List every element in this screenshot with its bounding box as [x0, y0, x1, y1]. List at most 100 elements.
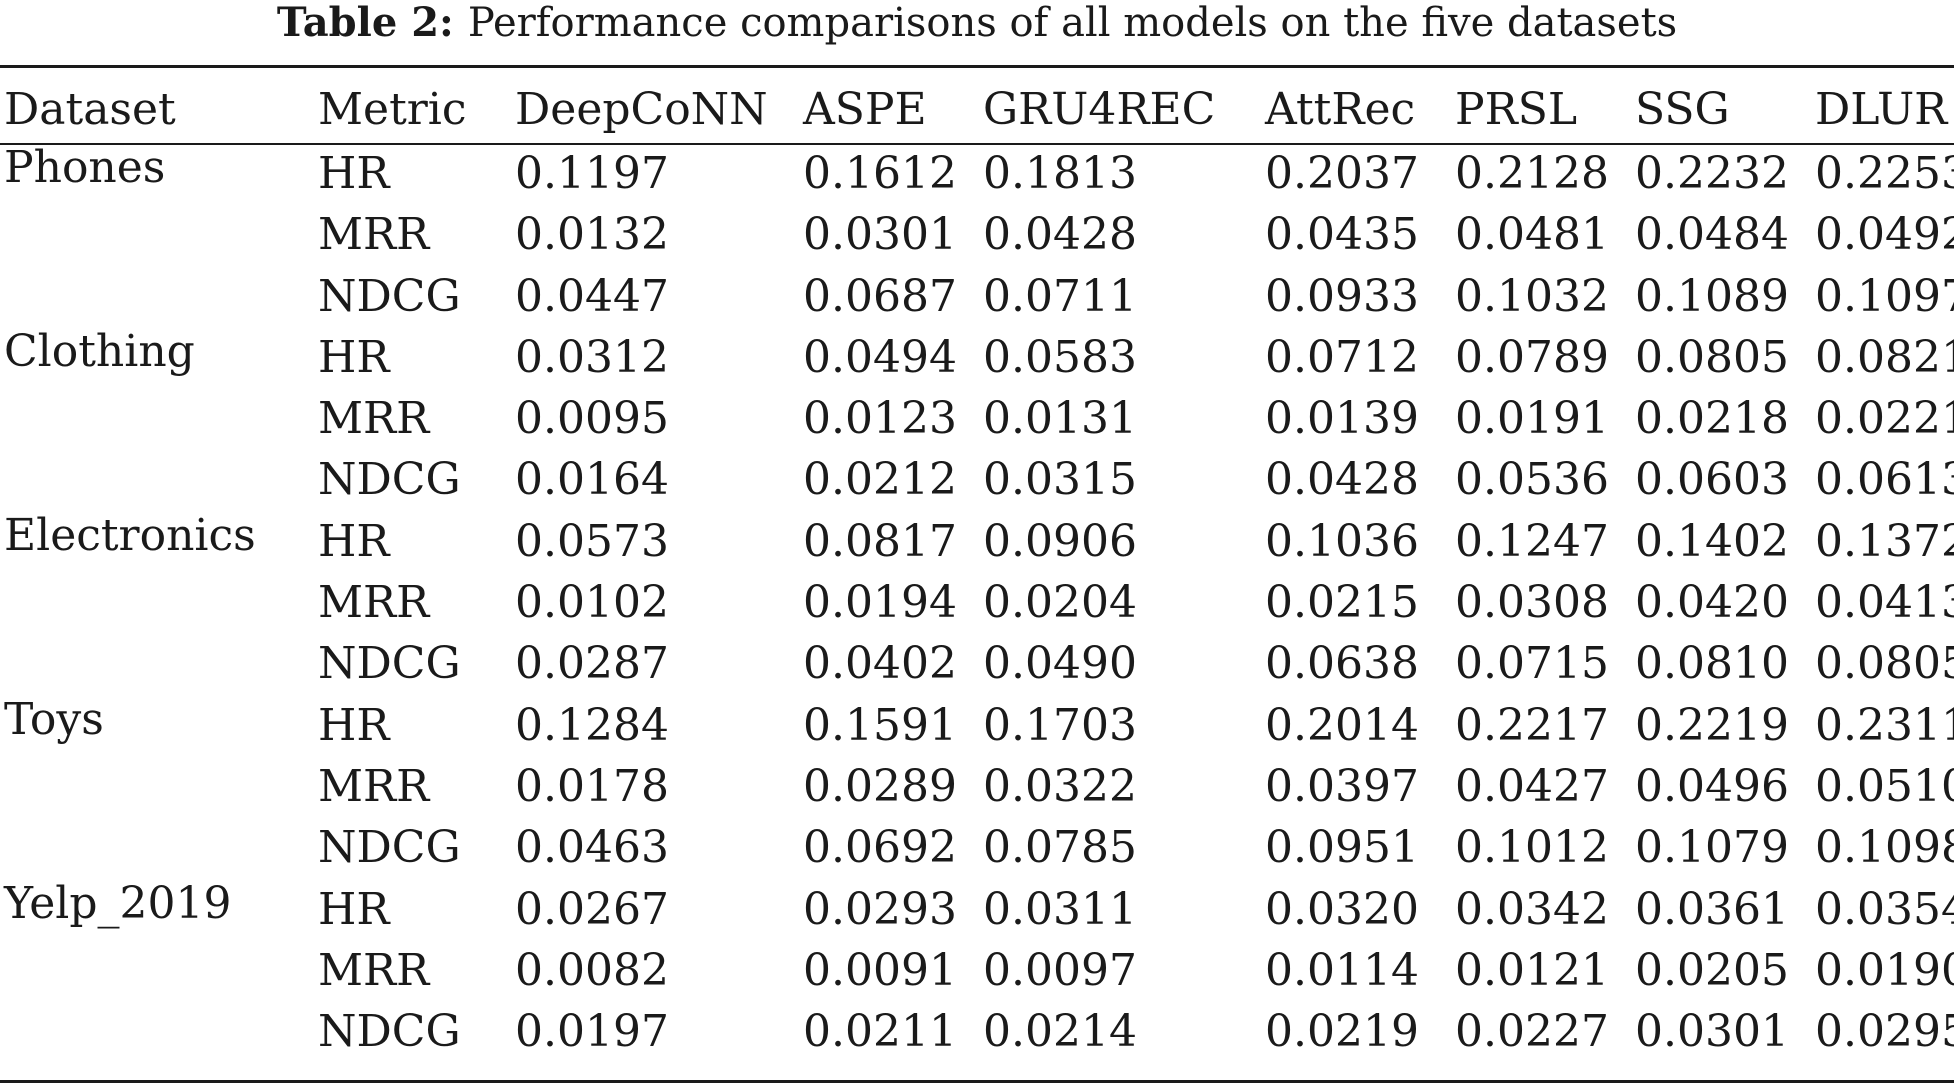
value-cell: 0.2232 [1635, 148, 1789, 199]
value-cell: 0.1098 [1815, 822, 1954, 874]
value-cell: 0.0427 [1455, 760, 1609, 812]
table-row: MRR 0.0102 0.0194 0.0204 0.0215 0.0308 0.0420 0… [0, 572, 1954, 633]
value-cell: 0.2014 [1265, 699, 1419, 751]
value-cell: 0.0785 [983, 822, 1137, 874]
value-cell: 0.2037 [1265, 148, 1419, 199]
dataset-cell [0, 204, 318, 265]
dataset-cell: Toys [0, 694, 318, 756]
value-cell: 0.2219 [1635, 699, 1789, 751]
value-cell: 0.0933 [1265, 270, 1419, 322]
table-row: MRR 0.0082 0.0091 0.0097 0.0114 0.0121 0.0205 0… [0, 940, 1954, 1001]
table-row: NDCG 0.0287 0.0402 0.0490 0.0638 0.0715 0.0810… [0, 633, 1954, 694]
table-row: NDCG 0.0447 0.0687 0.0711 0.0933 0.1032 0.1089… [0, 266, 1954, 327]
value-cell: 0.0289 [803, 760, 957, 812]
table-row: Electronics HR 0.0573 0.0817 0.0906 0.1036 0.1… [0, 510, 1954, 572]
value-cell: 0.0212 [803, 454, 957, 506]
value-cell: 0.0114 [1265, 944, 1419, 996]
value-cell: 0.0132 [515, 209, 669, 261]
value-cell: 0.0123 [803, 393, 957, 445]
value-cell: 0.1036 [1265, 515, 1419, 567]
value-cell: 0.0204 [983, 577, 1137, 629]
value-cell: 0.0301 [1635, 1006, 1789, 1058]
value-cell: 0.0951 [1265, 822, 1419, 874]
value-cell: 0.0287 [515, 638, 669, 690]
value-cell: 0.0712 [1265, 331, 1419, 383]
column-header: AttRec [1265, 84, 1416, 135]
metric-cell: NDCG [318, 1006, 461, 1058]
dataset-cell [0, 817, 318, 878]
table-row: NDCG 0.0197 0.0211 0.0214 0.0219 0.0227 0.0301… [0, 1001, 1954, 1062]
value-cell: 0.1097 [1815, 270, 1954, 322]
metric-cell: NDCG [318, 638, 461, 690]
value-cell: 0.0638 [1265, 638, 1419, 690]
value-cell: 0.1372 [1815, 515, 1954, 567]
metric-cell: MRR [318, 944, 430, 996]
value-cell: 0.0810 [1635, 638, 1789, 690]
value-cell: 0.0139 [1265, 393, 1419, 445]
header-row: Dataset Metric DeepCoNN ASPE GRU4REC AttRec PR… [0, 80, 1954, 143]
value-cell: 0.0397 [1265, 760, 1419, 812]
value-cell: 0.1813 [983, 148, 1137, 199]
value-cell: 0.0361 [1635, 883, 1789, 935]
value-cell: 0.1012 [1455, 822, 1609, 874]
value-cell: 0.1197 [515, 148, 669, 199]
value-cell: 0.0190 [1815, 944, 1954, 996]
value-cell: 0.0194 [803, 577, 957, 629]
value-cell: 0.0320 [1265, 883, 1419, 935]
table-row: Yelp_2019 HR 0.0267 0.0293 0.0311 0.0320 0.034… [0, 878, 1954, 940]
dataset-cell [0, 633, 318, 694]
column-header: SSG [1635, 84, 1730, 135]
metric-cell: MRR [318, 393, 430, 445]
table-caption-label: Table 2: [276, 0, 454, 46]
value-cell: 0.0215 [1265, 577, 1419, 629]
results-table: Dataset Metric DeepCoNN ASPE GRU4REC AttRec PR… [0, 80, 1954, 1062]
value-cell: 0.0227 [1455, 1006, 1609, 1058]
value-cell: 0.1703 [983, 699, 1137, 751]
table-row: Toys HR 0.1284 0.1591 0.1703 0.2014 0.2217 0.22… [0, 694, 1954, 756]
value-cell: 0.0315 [983, 454, 1137, 506]
value-cell: 0.0091 [803, 944, 957, 996]
value-cell: 0.0095 [515, 393, 669, 445]
value-cell: 0.0447 [515, 270, 669, 322]
table-body: Phones HR 0.1197 0.1612 0.1813 0.2037 0.2128 0.… [0, 142, 1954, 1062]
value-cell: 0.0817 [803, 515, 957, 567]
value-cell: 0.0205 [1635, 944, 1789, 996]
dataset-cell: Electronics [0, 510, 318, 572]
value-cell: 0.0805 [1815, 638, 1954, 690]
value-cell: 0.0603 [1635, 454, 1789, 506]
table-row: Phones HR 0.1197 0.1612 0.1813 0.2037 0.2128 0.… [0, 142, 1954, 204]
table-row: NDCG 0.0164 0.0212 0.0315 0.0428 0.0536 0.0603… [0, 449, 1954, 510]
table-header-rule [0, 143, 1954, 145]
dataset-cell [0, 266, 318, 327]
value-cell: 0.0805 [1635, 331, 1789, 383]
value-cell: 0.0121 [1455, 944, 1609, 996]
column-header: DeepCoNN [515, 84, 768, 135]
value-cell: 0.0428 [1265, 454, 1419, 506]
value-cell: 0.0301 [803, 209, 957, 261]
value-cell: 0.0715 [1455, 638, 1609, 690]
metric-cell: MRR [318, 760, 430, 812]
value-cell: 0.0573 [515, 515, 669, 567]
table-top-rule [0, 65, 1954, 68]
dataset-cell: Clothing [0, 326, 318, 388]
value-cell: 0.0413 [1815, 577, 1954, 629]
dataset-cell [0, 1001, 318, 1062]
value-cell: 0.1591 [803, 699, 957, 751]
value-cell: 0.0197 [515, 1006, 669, 1058]
value-cell: 0.0692 [803, 822, 957, 874]
value-cell: 0.0267 [515, 883, 669, 935]
value-cell: 0.0536 [1455, 454, 1609, 506]
value-cell: 0.1032 [1455, 270, 1609, 322]
value-cell: 0.0789 [1455, 331, 1609, 383]
value-cell: 0.2311 [1815, 699, 1954, 751]
table-row: NDCG 0.0463 0.0692 0.0785 0.0951 0.1012 0.1079… [0, 817, 1954, 878]
metric-cell: HR [318, 515, 390, 567]
value-cell: 0.0906 [983, 515, 1137, 567]
value-cell: 0.0481 [1455, 209, 1609, 261]
table-row: MRR 0.0178 0.0289 0.0322 0.0397 0.0427 0.0496 0… [0, 756, 1954, 817]
value-cell: 0.0082 [515, 944, 669, 996]
metric-cell: HR [318, 883, 390, 935]
dataset-cell [0, 449, 318, 510]
value-cell: 0.2217 [1455, 699, 1609, 751]
